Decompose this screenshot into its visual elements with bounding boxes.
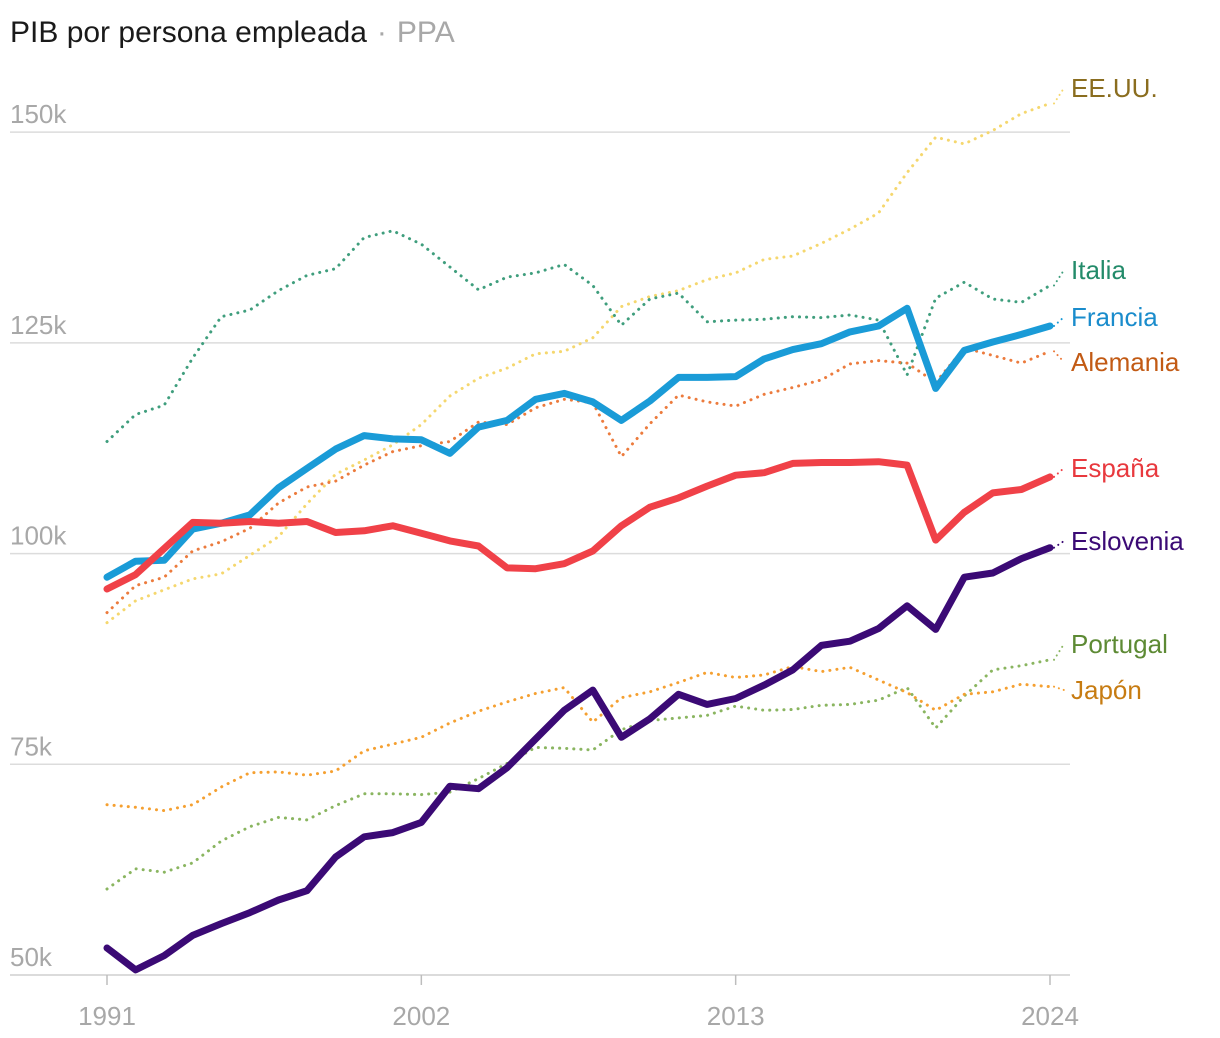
series-line-ee-uu <box>105 102 1052 625</box>
series-line-alemania <box>105 346 1052 615</box>
label-connector-portugal <box>1053 643 1065 661</box>
label-connector-italia <box>1053 269 1065 287</box>
y-tick-label-125k: 125k <box>10 310 67 340</box>
x-tick-label-1991: 1991 <box>78 1001 136 1031</box>
label-connector-ee-uu <box>1053 87 1065 105</box>
chart-title-separator: · <box>377 16 387 49</box>
series-label-eslovenia: Eslovenia <box>1071 526 1184 556</box>
x-tick-label-2013: 2013 <box>707 1001 765 1031</box>
series-label-ee-uu: EE.UU. <box>1071 73 1158 103</box>
series-label-alemania: Alemania <box>1071 347 1180 377</box>
series-line-francia <box>103 304 1054 581</box>
series-line-españa <box>103 458 1054 593</box>
series-label-portugal: Portugal <box>1071 629 1168 659</box>
label-connector-francia <box>1053 316 1065 327</box>
chart-subtitle: PPA <box>397 16 455 49</box>
series-label-españa: España <box>1071 453 1160 483</box>
y-tick-label-50k: 50k <box>10 942 53 972</box>
series-label-francia: Francia <box>1071 302 1158 332</box>
series-label-italia: Italia <box>1071 255 1126 285</box>
series-label-jap-n: Japón <box>1071 675 1142 705</box>
gridlines <box>10 131 1070 976</box>
series-labels: EE.UU. Italia Alemania Portugal Japón Francia… <box>1053 73 1184 705</box>
y-axis-ticks: 50k 75k 100k 125k 150k <box>10 99 67 972</box>
label-connector-españa <box>1053 467 1065 478</box>
label-connector-alemania <box>1053 350 1065 363</box>
y-tick-label-75k: 75k <box>10 731 53 761</box>
label-connector-eslovenia <box>1053 540 1065 549</box>
x-tick-label-2002: 2002 <box>392 1001 450 1031</box>
y-tick-label-150k: 150k <box>10 99 67 129</box>
chart-title-main: PIB por persona empleada <box>10 16 367 49</box>
series-lines <box>103 102 1054 974</box>
chart-title: PIB por persona empleada · PPA <box>10 16 455 49</box>
series-line-eslovenia <box>103 544 1054 974</box>
y-tick-label-100k: 100k <box>10 521 67 551</box>
x-tick-label-2024: 2024 <box>1021 1001 1079 1031</box>
x-axis-ticks: 1991 2002 2013 2024 <box>78 975 1079 1031</box>
series-line-italia <box>105 229 1052 443</box>
label-connector-jap-n <box>1053 685 1065 691</box>
series-line-portugal <box>105 658 1052 891</box>
